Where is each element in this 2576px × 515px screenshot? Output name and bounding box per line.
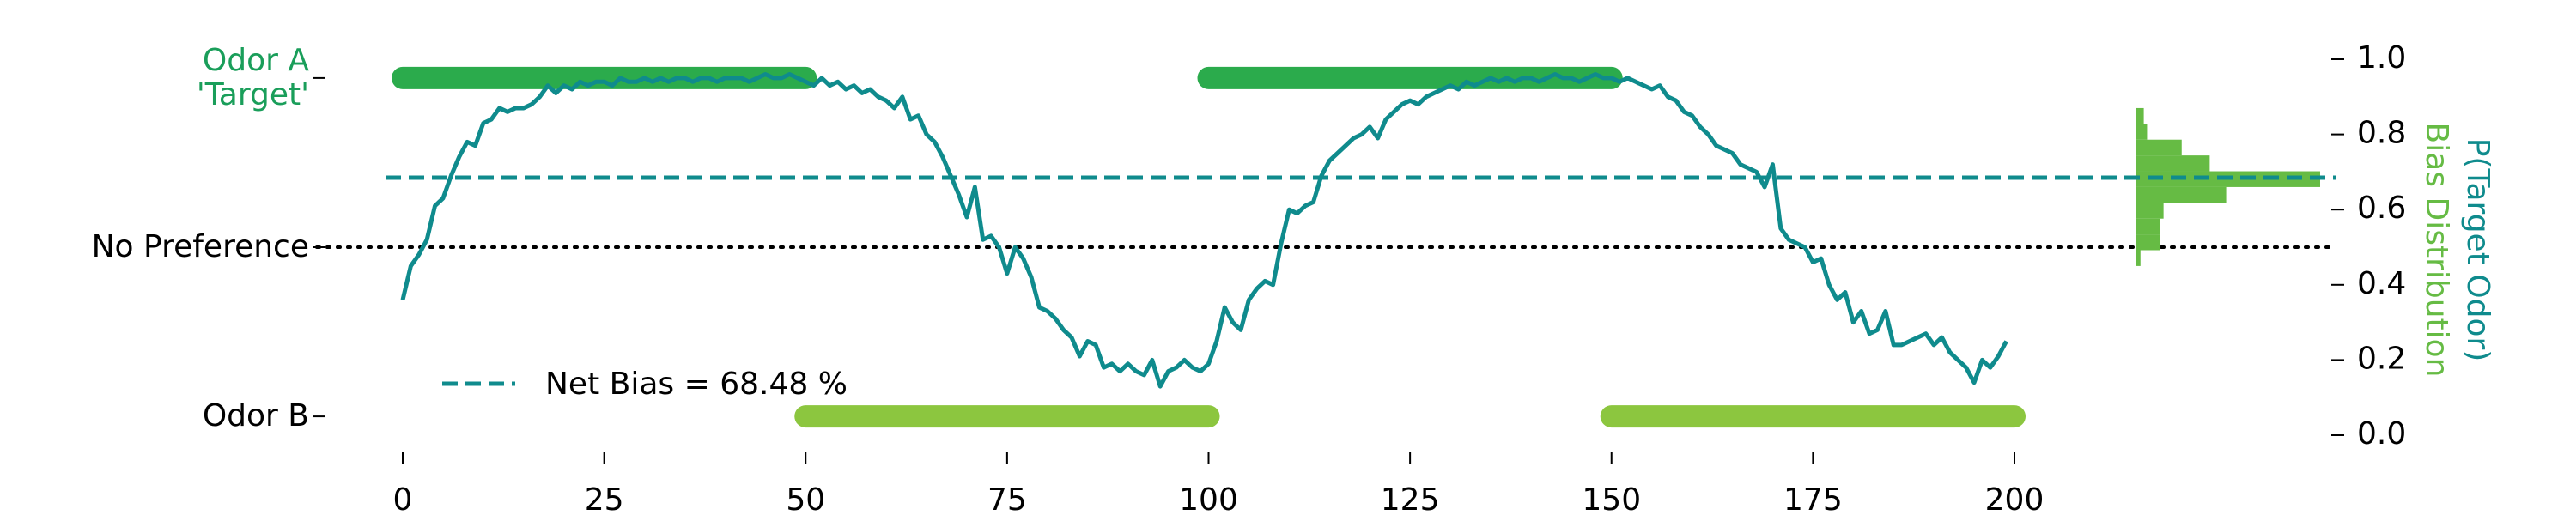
hist-bar: [2136, 234, 2160, 251]
x-tick-label: 200: [1985, 482, 2044, 515]
y-axis-label: P(Target Odor): [2460, 138, 2495, 362]
y-tick-label: 0.8: [2357, 116, 2406, 151]
left-tick-label: Odor A 'Target': [196, 42, 309, 112]
hist-bar: [2136, 124, 2148, 140]
left-tick-label: Odor B: [202, 398, 309, 434]
hist-label: Bias Distribution: [2419, 123, 2454, 378]
y-tick-label: 0.0: [2357, 416, 2406, 451]
hist-bar: [2136, 155, 2210, 172]
line: [400, 72, 2008, 389]
x-tick-label: 125: [1381, 482, 1440, 515]
y-tick-label: 0.6: [2357, 191, 2406, 226]
x-tick-label: 50: [786, 482, 825, 515]
hist-bar: [2136, 107, 2144, 124]
x-tick-label: 150: [1582, 482, 1641, 515]
y-tick-label: 0.2: [2357, 341, 2406, 376]
legend-label: Net Bias = 68.48 %: [545, 367, 848, 402]
x-tick-label: 175: [1783, 482, 1843, 515]
x-tick-label: 100: [1179, 482, 1238, 515]
hist-bar: [2136, 218, 2160, 235]
hist-bar: [2136, 203, 2164, 219]
left-tick-label: No Preference: [91, 229, 309, 264]
hist-bar: [2136, 186, 2227, 203]
y-tick-label: 1.0: [2357, 40, 2406, 76]
x-tick-label: 0: [393, 482, 413, 515]
x-tick-label: 25: [585, 482, 624, 515]
y-tick-label: 0.4: [2357, 266, 2406, 301]
x-tick-label: 75: [987, 482, 1027, 515]
hist-bar: [2136, 139, 2182, 156]
hist-bar: [2136, 250, 2141, 266]
